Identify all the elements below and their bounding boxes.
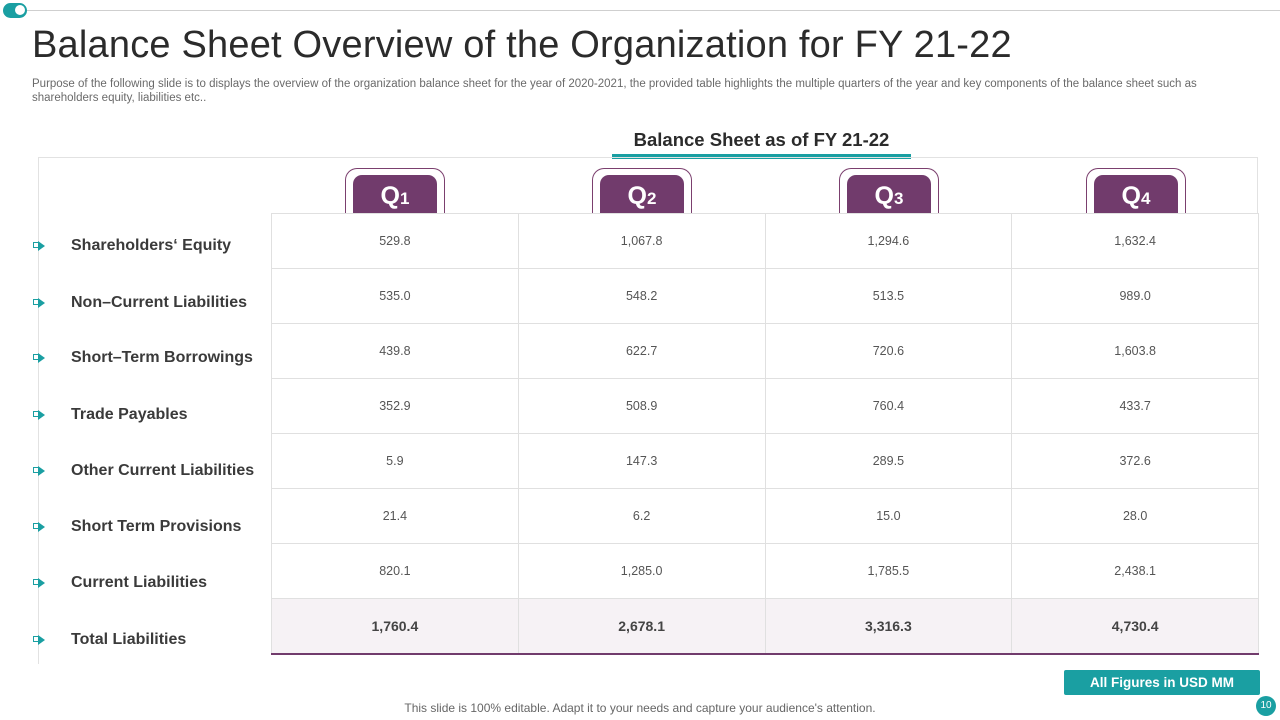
- bullet-arrow-icon: [33, 298, 45, 308]
- table-total-cell: 2,678.1: [517, 598, 766, 655]
- row-label-current-liabilities: Current Liabilities: [33, 573, 207, 593]
- table-cell: 15.0: [764, 488, 1013, 544]
- table-cell: 147.3: [517, 433, 766, 489]
- page-number-badge: 10: [1256, 696, 1276, 716]
- bullet-arrow-icon: [33, 578, 45, 588]
- top-divider: [26, 10, 1280, 11]
- row-label-short-term-provisions: Short Term Provisions: [33, 517, 241, 537]
- table-cell: 28.0: [1011, 488, 1259, 544]
- toggle-icon: [3, 3, 27, 18]
- table-cell: 289.5: [764, 433, 1013, 489]
- table-cell: 372.6: [1011, 433, 1259, 489]
- table-title-underline: [612, 154, 911, 159]
- table-cell: 1,603.8: [1011, 323, 1259, 379]
- table-cell: 352.9: [271, 378, 519, 434]
- table-cell: 1,285.0: [517, 543, 766, 599]
- bullet-arrow-icon: [33, 410, 45, 420]
- table-cell: 548.2: [517, 268, 766, 324]
- table-row: 21.4 6.2 15.0 28.0: [271, 488, 1259, 544]
- quarter-header-q3: Q3: [839, 168, 939, 214]
- table-total-cell: 3,316.3: [764, 598, 1013, 655]
- table-title: Balance Sheet as of FY 21-22: [633, 129, 890, 150]
- table-cell: 622.7: [517, 323, 766, 379]
- table-row: 439.8 622.7 720.6 1,603.8: [271, 323, 1259, 379]
- table-cell: 5.9: [271, 433, 519, 489]
- row-label-short-term-borrowings: Short–Term Borrowings: [33, 348, 253, 368]
- bullet-arrow-icon: [33, 635, 45, 645]
- table-row: 5.9 147.3 289.5 372.6: [271, 433, 1259, 489]
- table-cell: 535.0: [271, 268, 519, 324]
- table-cell: 820.1: [271, 543, 519, 599]
- table-total-row: 1,760.4 2,678.1 3,316.3 4,730.4: [271, 598, 1259, 655]
- row-label-shareholders-equity: Shareholders‘ Equity: [33, 236, 231, 256]
- table-cell: 720.6: [764, 323, 1013, 379]
- table-total-cell: 4,730.4: [1011, 598, 1259, 655]
- table-cell: 21.4: [271, 488, 519, 544]
- bullet-arrow-icon: [33, 466, 45, 476]
- table-row: 820.1 1,285.0 1,785.5 2,438.1: [271, 543, 1259, 599]
- table-cell: 1,785.5: [764, 543, 1013, 599]
- balance-sheet-table: 529.8 1,067.8 1,294.6 1,632.4 535.0 548.…: [271, 213, 1259, 655]
- page-title: Balance Sheet Overview of the Organizati…: [32, 24, 1012, 66]
- table-row: 352.9 508.9 760.4 433.7: [271, 378, 1259, 434]
- table-total-cell: 1,760.4: [271, 598, 519, 655]
- table-row: 529.8 1,067.8 1,294.6 1,632.4: [271, 213, 1259, 269]
- row-label-non-current-liabilities: Non–Current Liabilities: [33, 293, 247, 313]
- currency-note-badge: All Figures in USD MM: [1064, 670, 1260, 695]
- table-row: 535.0 548.2 513.5 989.0: [271, 268, 1259, 324]
- table-cell: 1,632.4: [1011, 213, 1259, 269]
- page-description: Purpose of the following slide is to dis…: [32, 78, 1197, 104]
- footer-text: This slide is 100% editable. Adapt it to…: [404, 701, 876, 715]
- frame-border-top: [38, 157, 1258, 158]
- row-label-trade-payables: Trade Payables: [33, 405, 188, 425]
- row-label-other-current-liabilities: Other Current Liabilities: [33, 461, 254, 481]
- frame-border-right: [1257, 157, 1258, 214]
- table-cell: 508.9: [517, 378, 766, 434]
- table-cell: 529.8: [271, 213, 519, 269]
- bullet-arrow-icon: [33, 241, 45, 251]
- table-cell: 989.0: [1011, 268, 1259, 324]
- quarter-header-q2: Q2: [592, 168, 692, 214]
- table-cell: 439.8: [271, 323, 519, 379]
- table-cell: 760.4: [764, 378, 1013, 434]
- table-cell: 2,438.1: [1011, 543, 1259, 599]
- bullet-arrow-icon: [33, 522, 45, 532]
- table-cell: 6.2: [517, 488, 766, 544]
- quarter-header-q4: Q4: [1086, 168, 1186, 214]
- table-cell: 1,294.6: [764, 213, 1013, 269]
- bullet-arrow-icon: [33, 353, 45, 363]
- row-label-total-liabilities: Total Liabilities: [33, 630, 186, 650]
- table-cell: 1,067.8: [517, 213, 766, 269]
- table-cell: 513.5: [764, 268, 1013, 324]
- table-cell: 433.7: [1011, 378, 1259, 434]
- quarter-header-q1: Q1: [345, 168, 445, 214]
